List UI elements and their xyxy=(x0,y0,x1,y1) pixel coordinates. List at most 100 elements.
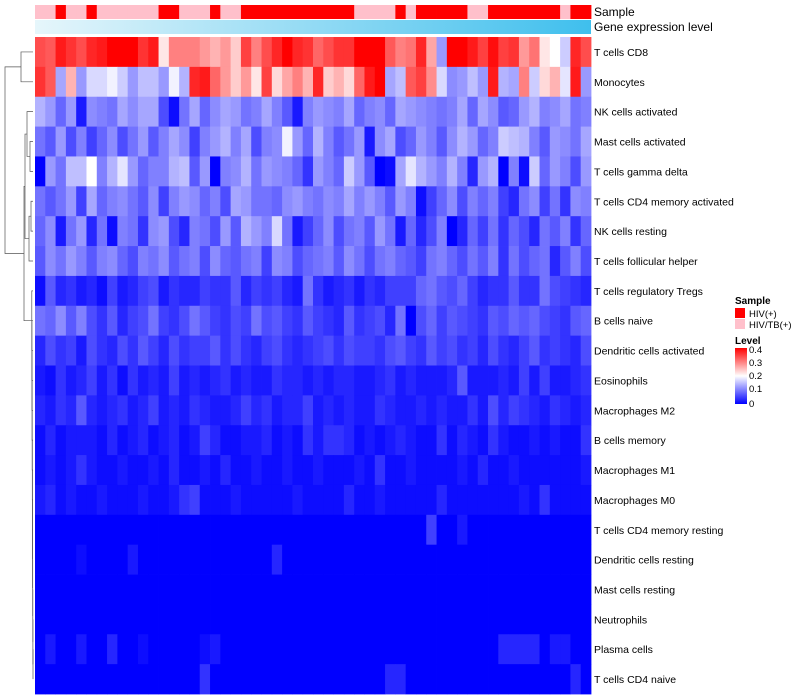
heatmap-cell xyxy=(292,514,304,546)
heatmap-cell xyxy=(220,514,232,546)
heatmap-cell xyxy=(446,455,458,486)
heatmap-cell xyxy=(45,514,56,546)
heatmap-cell xyxy=(539,544,551,575)
heatmap-cell xyxy=(199,305,211,337)
heatmap-cell xyxy=(580,305,592,337)
heatmap-cell xyxy=(457,246,468,277)
heatmap-cell xyxy=(292,634,304,665)
heatmap-cell xyxy=(426,395,437,426)
heatmap-cell xyxy=(374,96,386,127)
heatmap-cell xyxy=(343,455,355,486)
heatmap-cell xyxy=(529,186,540,217)
heatmap-cell xyxy=(220,395,232,426)
heatmap-cell xyxy=(199,544,211,575)
heatmap-cell xyxy=(35,455,46,486)
heatmap-cell xyxy=(282,484,293,516)
heatmap-cell xyxy=(385,126,396,157)
heatmap-cell xyxy=(446,66,458,98)
heatmap-cell xyxy=(560,634,571,665)
row-label: Macrophages M1 xyxy=(594,465,675,477)
heatmap-cell xyxy=(282,246,293,277)
heatmap-cell xyxy=(210,335,221,366)
heatmap-cell xyxy=(199,275,211,307)
heatmap-cell xyxy=(405,455,417,486)
heatmap-cell xyxy=(45,365,56,396)
sample-annotation-cell xyxy=(230,5,242,19)
heatmap-cell xyxy=(405,156,417,187)
heatmap-cell xyxy=(199,395,211,426)
heatmap-cell xyxy=(508,395,520,426)
heatmap-cell xyxy=(549,544,561,575)
heatmap-cell xyxy=(137,634,149,665)
heatmap-cell xyxy=(240,574,252,605)
heatmap-cell xyxy=(323,37,334,68)
heatmap-cell xyxy=(210,96,221,127)
heatmap-cell xyxy=(35,514,46,546)
heatmap-cell xyxy=(137,246,149,277)
heatmap-cell xyxy=(230,66,242,98)
heatmap-cell xyxy=(240,335,252,366)
heatmap-cell xyxy=(220,365,232,396)
heatmap-cell xyxy=(292,544,304,575)
heatmap-cell xyxy=(96,216,108,247)
heatmap-cell xyxy=(488,425,499,456)
heatmap-cell xyxy=(570,634,582,665)
heatmap-cell xyxy=(65,425,77,456)
heatmap-cell xyxy=(261,335,273,366)
heatmap-cell xyxy=(477,126,489,157)
heatmap-cell xyxy=(199,126,211,157)
heatmap-cell xyxy=(220,574,232,605)
heatmap-cell xyxy=(539,514,551,546)
heatmap-cell xyxy=(148,37,159,68)
heatmap-cell xyxy=(426,216,437,247)
heatmap-cell xyxy=(282,156,293,187)
heatmap-cell xyxy=(364,246,376,277)
heatmap-cell xyxy=(580,395,592,426)
heatmap-cell xyxy=(446,484,458,516)
heatmap-cell xyxy=(55,574,67,605)
heatmap-cell xyxy=(230,455,242,486)
heatmap-cell xyxy=(127,216,139,247)
heatmap-cell xyxy=(580,455,592,486)
heatmap-cell xyxy=(467,275,479,307)
heatmap-cell xyxy=(45,335,56,366)
heatmap-cell xyxy=(117,425,129,456)
heatmap-cell xyxy=(405,514,417,546)
heatmap-cell xyxy=(251,335,262,366)
heatmap-cell xyxy=(107,455,118,486)
heatmap-cell xyxy=(76,365,87,396)
heatmap-cell xyxy=(415,664,427,695)
heatmap-cell xyxy=(436,574,448,605)
heatmap-cell xyxy=(457,634,468,665)
heatmap-cell xyxy=(323,544,334,575)
heatmap-cell xyxy=(477,305,489,337)
heatmap-cell xyxy=(199,365,211,396)
heatmap-cell xyxy=(230,604,242,635)
heatmap-cell xyxy=(127,96,139,127)
heatmap-cell xyxy=(395,335,407,366)
heatmap-cell xyxy=(45,275,56,307)
heatmap-cell xyxy=(96,455,108,486)
heatmap-cell xyxy=(467,425,479,456)
heatmap-cell xyxy=(117,156,129,187)
heatmap-cell xyxy=(508,514,520,546)
heatmap-cell xyxy=(158,66,170,98)
heatmap-cell xyxy=(529,126,540,157)
heatmap-cell xyxy=(271,365,283,396)
heatmap-cell xyxy=(415,305,427,337)
heatmap-cell xyxy=(508,275,520,307)
heatmap-cell xyxy=(168,425,180,456)
heatmap-cell xyxy=(405,246,417,277)
heatmap-cell xyxy=(374,514,386,546)
heatmap-cell xyxy=(168,216,180,247)
heatmap-cell xyxy=(354,126,365,157)
heatmap-cell xyxy=(508,604,520,635)
heatmap-cell xyxy=(55,365,67,396)
heatmap-cell xyxy=(364,66,376,98)
heatmap-cell xyxy=(148,365,159,396)
heatmap-cell xyxy=(240,395,252,426)
heatmap-cell xyxy=(168,514,180,546)
heatmap-cell xyxy=(302,246,314,277)
heatmap-cell xyxy=(96,395,108,426)
heatmap-cell xyxy=(76,305,87,337)
